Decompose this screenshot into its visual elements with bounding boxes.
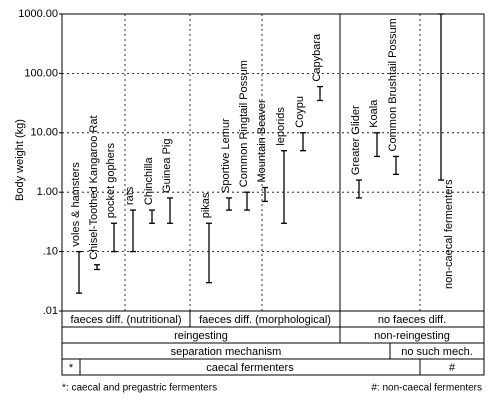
category-label: Greater Glider: [350, 105, 362, 175]
plot-frame: [61, 13, 485, 312]
category-label: pikas: [200, 192, 212, 218]
category-label: Common Ringtail Possum: [238, 60, 250, 187]
table-cell-text: no faeces diff.: [378, 314, 446, 326]
table-cell-text: separation mechanism: [171, 346, 282, 358]
category-label: leporids: [275, 107, 287, 146]
category-label: voles & hamsters: [70, 162, 82, 247]
category-label: rats: [124, 186, 136, 205]
table-cell-text: faeces diff. (nutritional): [70, 314, 181, 326]
category-label: Coypu: [294, 96, 306, 128]
category-label: pocket gophers: [105, 143, 117, 219]
footnote: #: non-caecal fermenters: [371, 383, 482, 394]
category-label: Common Brushtail Possum: [387, 18, 399, 151]
y-tick-label: 1.00: [37, 186, 58, 198]
category-label: Chisel-Toothed Kangaroo Rat: [88, 115, 100, 259]
table-cell-text: *: [69, 362, 74, 374]
table-cell-text: caecal fermenters: [206, 362, 294, 374]
y-tick-label: 100.00: [24, 67, 58, 79]
table-cell-text: faeces diff. (morphological): [199, 314, 331, 326]
y-tick-label: .10: [43, 246, 58, 258]
category-label: Chinchilla: [143, 157, 155, 206]
category-label: Guinea Pig: [161, 139, 173, 193]
table-cell-text: non-reingesting: [374, 330, 450, 342]
category-label: Mountain Beaver: [256, 99, 268, 182]
y-tick-label: 10.00: [30, 127, 58, 139]
y-tick-label: .01: [43, 305, 58, 317]
category-label: Koala: [368, 99, 380, 128]
category-label: Capybara: [311, 33, 323, 82]
footnote: *: caecal and pregastric fermenters: [62, 383, 217, 394]
y-tick-label: 1000.00: [18, 8, 58, 20]
category-label: Sportive Lemur: [220, 118, 232, 193]
table-cell-text: no such mech.: [401, 346, 473, 358]
table-cell-text: #: [449, 362, 456, 374]
table-cell: [419, 358, 485, 376]
table-cell-text: reingesting: [174, 330, 228, 342]
y-axis-label: Body weight (kg): [14, 119, 26, 201]
category-label: non-caecal fermenters: [443, 179, 455, 289]
